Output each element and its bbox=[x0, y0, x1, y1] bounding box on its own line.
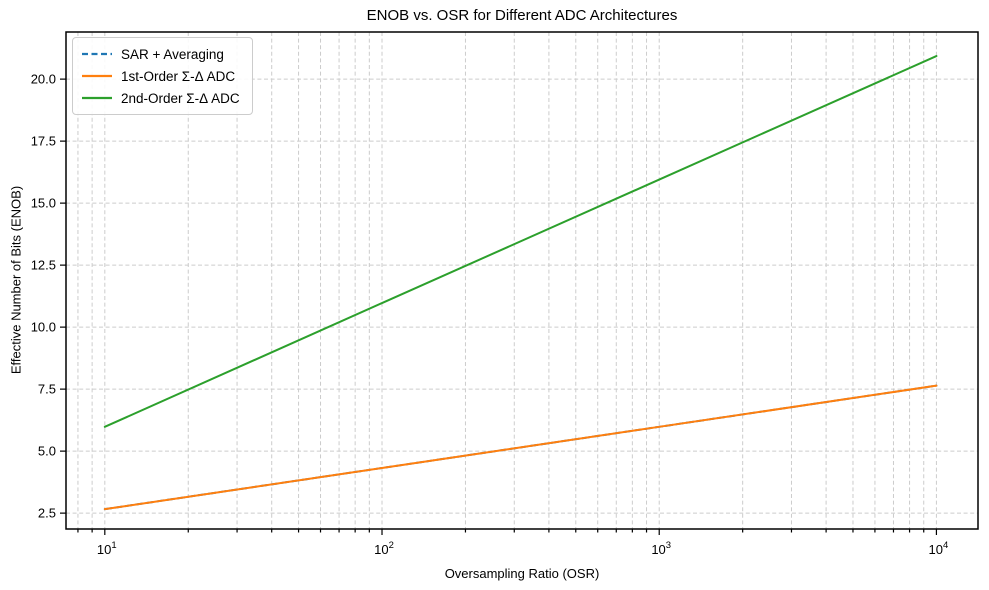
y-tick-label: 5.0 bbox=[38, 444, 56, 459]
x-tick-label: 102 bbox=[374, 540, 394, 557]
legend-line-sample-dashed-blue bbox=[82, 52, 112, 56]
legend-label: 2nd-Order Σ-Δ ADC bbox=[121, 90, 240, 106]
gridlines bbox=[66, 32, 978, 529]
y-tick-labels: 2.5 5.0 7.5 10.0 12.5 15.0 17.5 20.0 bbox=[31, 72, 56, 521]
legend-item-2nd-order-sigma-delta: 2nd-Order Σ-Δ ADC bbox=[82, 89, 240, 107]
y-tick-label: 7.5 bbox=[38, 382, 56, 397]
x-tick-label: 104 bbox=[929, 540, 949, 557]
legend-label: SAR + Averaging bbox=[121, 46, 224, 62]
y-tick-label: 20.0 bbox=[31, 72, 56, 87]
y-axis-label: Effective Number of Bits (ENOB) bbox=[8, 185, 24, 375]
legend-line-sample-solid-orange bbox=[82, 74, 112, 78]
legend-label: 1st-Order Σ-Δ ADC bbox=[121, 68, 236, 84]
legend: SAR + Averaging 1st-Order Σ-Δ ADC 2nd-Or… bbox=[72, 37, 253, 115]
y-tick-label: 15.0 bbox=[31, 196, 56, 211]
y-tick-label: 12.5 bbox=[31, 258, 56, 273]
y-tick-label: 17.5 bbox=[31, 134, 56, 149]
tick-marks bbox=[60, 78, 938, 535]
x-tick-label: 101 bbox=[97, 540, 117, 557]
chart-title: ENOB vs. OSR for Different ADC Architect… bbox=[366, 7, 678, 24]
legend-line-sample-solid-green bbox=[82, 96, 112, 100]
series-line-1 bbox=[103, 384, 938, 511]
legend-item-sar-averaging: SAR + Averaging bbox=[82, 45, 240, 63]
series-line-2 bbox=[103, 55, 938, 428]
x-axis-label: Oversampling Ratio (OSR) bbox=[444, 566, 600, 581]
x-tick-label: 103 bbox=[651, 540, 671, 557]
x-tick-labels: 101 102 103 104 bbox=[97, 540, 948, 557]
y-tick-label: 10.0 bbox=[31, 320, 56, 335]
legend-item-1st-order-sigma-delta: 1st-Order Σ-Δ ADC bbox=[82, 67, 240, 85]
y-tick-label: 2.5 bbox=[38, 506, 56, 521]
plot-spines bbox=[65, 31, 979, 530]
